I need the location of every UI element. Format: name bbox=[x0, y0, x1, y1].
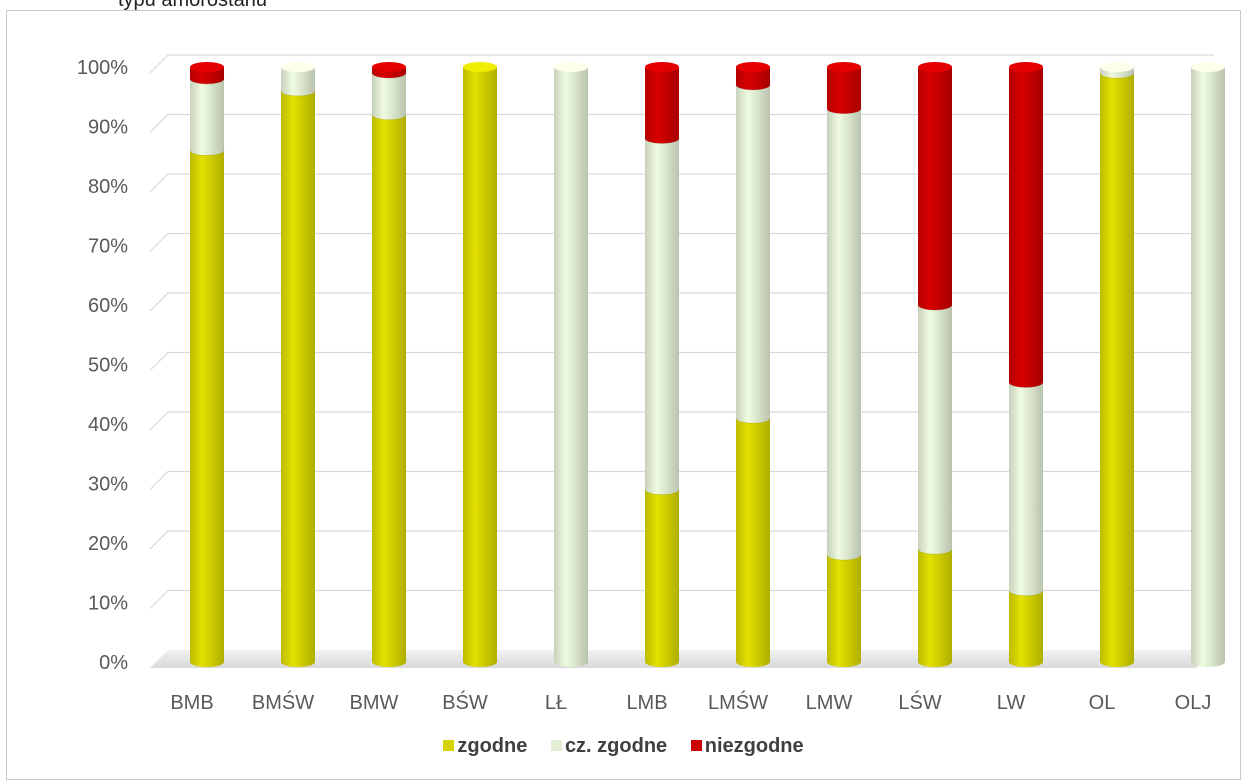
y-tick-label: 70% bbox=[88, 236, 128, 258]
bar-cz-zgodne-lmśw bbox=[736, 84, 770, 424]
caption-fragment: typu amorostanu bbox=[118, 0, 267, 11]
bar-cap-bśw bbox=[463, 62, 497, 72]
bar-cap-olj bbox=[1191, 62, 1225, 72]
legend-swatch-niezgodne bbox=[690, 740, 702, 751]
bar-zgodne-lmb bbox=[645, 489, 679, 667]
bar-cz-zgodne-lł bbox=[554, 67, 588, 667]
bar-stack-lśw bbox=[917, 62, 953, 667]
gridline bbox=[149, 589, 1214, 609]
x-tick-label: BMW bbox=[350, 692, 399, 714]
bar-zgodne-ol bbox=[1100, 72, 1134, 667]
y-tick-label: 0% bbox=[99, 652, 128, 674]
y-tick-label: 40% bbox=[88, 414, 128, 436]
x-tick-label: LŚW bbox=[898, 690, 941, 714]
bar-niezgodne-lw bbox=[1009, 67, 1043, 388]
bar-cz-zgodne-olj bbox=[1191, 67, 1225, 667]
gridline bbox=[149, 113, 1214, 133]
legend-item-niezgodne: niezgodne bbox=[690, 735, 804, 758]
bar-cap-lw bbox=[1009, 62, 1043, 72]
bar-cap-bmw bbox=[372, 62, 406, 72]
x-tick-label: LMŚW bbox=[708, 690, 768, 714]
bar-zgodne-lmw bbox=[827, 554, 861, 667]
legend: zgodne cz. zgodne niezgodne bbox=[0, 735, 1247, 758]
bar-cz-zgodne-bmb bbox=[190, 78, 224, 156]
bar-zgodne-bmw bbox=[372, 114, 406, 668]
bar-stack-lmb bbox=[644, 62, 680, 667]
x-tick-label: BMŚW bbox=[252, 690, 314, 714]
bar-cap-lmb bbox=[645, 62, 679, 72]
y-axis-ticks: 0% 10% 20% 30% 40% 50% 60% 70% 80% 90% 100% bbox=[77, 57, 128, 674]
bar-zgodne-bmśw bbox=[281, 90, 315, 668]
bar-stack-bmśw bbox=[280, 62, 316, 668]
bar-zgodne-lśw bbox=[918, 548, 952, 667]
gridline bbox=[149, 54, 1214, 74]
gridline bbox=[149, 173, 1214, 193]
bar-stack-lmw bbox=[826, 62, 862, 667]
y-tick-label: 10% bbox=[88, 593, 128, 615]
bar-stack-ol bbox=[1099, 62, 1135, 667]
bar-cz-zgodne-lmb bbox=[645, 138, 679, 495]
x-tick-label: BŚW bbox=[442, 690, 488, 714]
bar-cap-lł bbox=[554, 62, 588, 72]
bar-cap-ol bbox=[1100, 62, 1134, 72]
bar-zgodne-bmb bbox=[190, 150, 224, 668]
gridline bbox=[149, 351, 1214, 371]
y-tick-label: 60% bbox=[88, 295, 128, 317]
gridlines bbox=[149, 54, 1214, 609]
gridline bbox=[149, 470, 1214, 490]
y-tick-label: 20% bbox=[88, 533, 128, 555]
y-tick-label: 80% bbox=[88, 176, 128, 198]
legend-label-cz-zgodne: cz. zgodne bbox=[564, 735, 668, 757]
legend-label-niezgodne: niezgodne bbox=[704, 735, 804, 757]
bar-zgodne-lw bbox=[1009, 590, 1043, 667]
y-tick-label: 90% bbox=[88, 117, 128, 139]
y-tick-label: 100% bbox=[77, 57, 128, 79]
bar-cz-zgodne-lśw bbox=[918, 305, 952, 554]
bar-stack-bmw bbox=[371, 62, 407, 668]
x-tick-label: LMW bbox=[806, 692, 853, 714]
gridline bbox=[149, 232, 1214, 252]
bar-cz-zgodne-bmśw bbox=[281, 67, 315, 96]
bar-zgodne-lmśw bbox=[736, 418, 770, 667]
bars bbox=[189, 62, 1225, 668]
y-tick-label: 50% bbox=[88, 355, 128, 377]
bar-cap-lmśw bbox=[736, 62, 770, 72]
x-tick-label: LMB bbox=[626, 692, 667, 714]
bar-niezgodne-lśw bbox=[918, 67, 952, 310]
gridline bbox=[149, 530, 1214, 550]
bar-cap-bmb bbox=[190, 62, 224, 72]
legend-label-zgodne: zgodne bbox=[457, 735, 528, 757]
bar-stack-lł bbox=[554, 62, 588, 667]
bar-cz-zgodne-bmw bbox=[372, 72, 406, 120]
gridline bbox=[149, 411, 1214, 431]
bar-stack-lmśw bbox=[735, 62, 771, 667]
bar-zgodne-bśw bbox=[463, 67, 497, 667]
legend-item-cz-zgodne: cz. zgodne bbox=[550, 735, 668, 758]
x-tick-label: BMB bbox=[170, 692, 213, 714]
legend-swatch-zgodne bbox=[443, 740, 455, 751]
x-tick-label: LW bbox=[997, 692, 1026, 714]
bar-stack-bmb bbox=[189, 62, 225, 668]
legend-item-zgodne: zgodne bbox=[443, 735, 527, 758]
bar-cz-zgodne-lmw bbox=[827, 108, 861, 560]
x-tick-label: OL bbox=[1089, 692, 1116, 714]
legend-swatch-cz-zgodne bbox=[550, 740, 562, 751]
bar-cap-lmw bbox=[827, 62, 861, 72]
bar-cz-zgodne-lw bbox=[1009, 382, 1043, 596]
bar-niezgodne-lmb bbox=[645, 67, 679, 144]
bar-niezgodne-lmw bbox=[827, 67, 861, 114]
bar-stack-lw bbox=[1008, 62, 1044, 667]
y-tick-label: 30% bbox=[88, 474, 128, 496]
bar-stack-bśw bbox=[463, 62, 497, 667]
bar-niezgodne-lmśw bbox=[736, 67, 770, 90]
bar-stack-olj bbox=[1191, 62, 1225, 667]
gridline bbox=[149, 292, 1214, 312]
x-tick-label: LŁ bbox=[545, 692, 567, 714]
bar-cap-bmśw bbox=[281, 62, 315, 72]
x-tick-label: OLJ bbox=[1175, 692, 1212, 714]
bar-cap-lśw bbox=[918, 62, 952, 72]
x-axis-ticks: BMB BMŚW BMW BŚW LŁ LMB LMŚW LMW LŚW LW OL OLJ bbox=[170, 690, 1211, 714]
